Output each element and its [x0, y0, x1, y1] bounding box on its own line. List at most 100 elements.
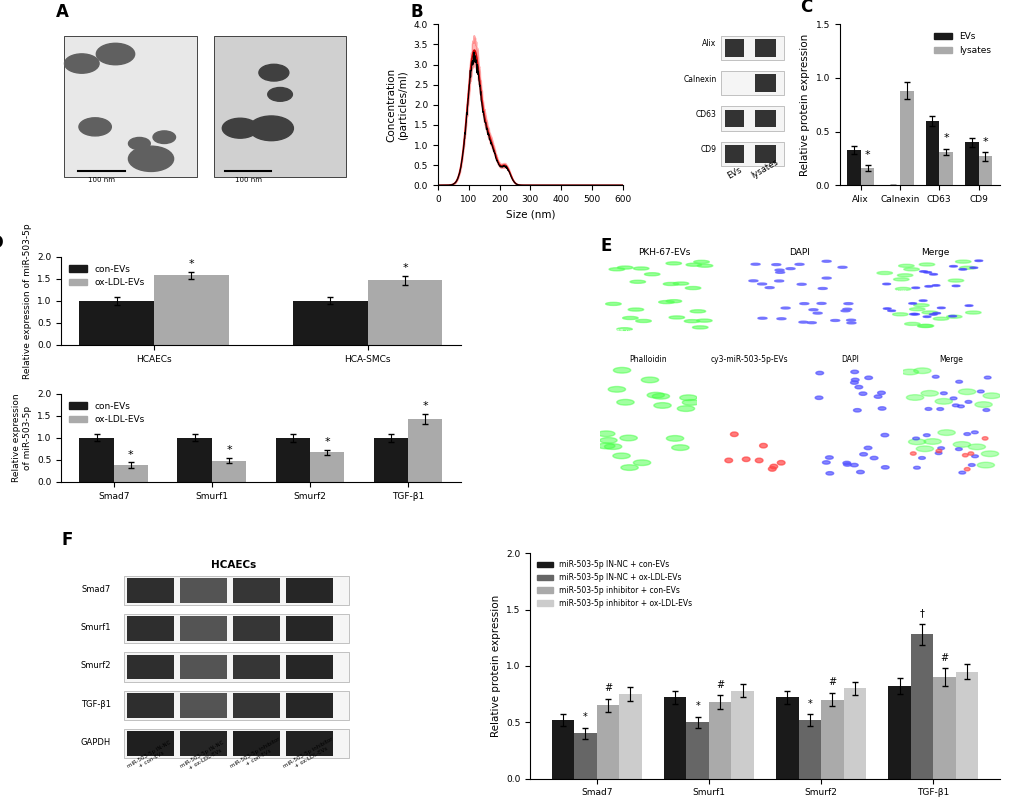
Title: PKH-67-EVs: PKH-67-EVs — [638, 247, 690, 256]
Bar — [310, 453, 344, 482]
Legend: miR-503-5p IN-NC + con-EVs, miR-503-5p IN-NC + ox-LDL-EVs, miR-503-5p inhibitor : miR-503-5p IN-NC + con-EVs, miR-503-5p I… — [534, 557, 694, 611]
Circle shape — [742, 457, 749, 461]
Circle shape — [967, 452, 973, 455]
Legend: EVs, lysates: EVs, lysates — [929, 29, 995, 58]
Ellipse shape — [948, 315, 956, 317]
Title: DAPI: DAPI — [841, 355, 859, 364]
Ellipse shape — [936, 408, 943, 410]
Ellipse shape — [748, 280, 757, 281]
Ellipse shape — [864, 376, 871, 380]
Ellipse shape — [931, 375, 938, 378]
Ellipse shape — [794, 264, 803, 265]
Title: cy3-miR-503-5p-EVs: cy3-miR-503-5p-EVs — [710, 355, 788, 364]
Ellipse shape — [693, 260, 708, 264]
Ellipse shape — [616, 266, 633, 269]
Ellipse shape — [651, 393, 668, 399]
Ellipse shape — [843, 303, 852, 305]
Ellipse shape — [850, 381, 857, 384]
FancyBboxPatch shape — [754, 145, 775, 163]
Ellipse shape — [644, 272, 659, 276]
FancyBboxPatch shape — [126, 693, 173, 718]
Ellipse shape — [965, 311, 980, 314]
FancyBboxPatch shape — [123, 652, 348, 682]
Text: A: A — [55, 3, 68, 21]
Ellipse shape — [898, 264, 913, 268]
Ellipse shape — [967, 444, 984, 449]
Ellipse shape — [633, 460, 650, 466]
Bar — [820, 700, 843, 779]
Ellipse shape — [918, 263, 933, 266]
Ellipse shape — [597, 431, 614, 436]
Bar — [924, 121, 938, 185]
Ellipse shape — [877, 407, 886, 410]
Text: *: * — [864, 149, 869, 160]
Y-axis label: Concentration
(particles/ml): Concentration (particles/ml) — [386, 68, 408, 142]
Ellipse shape — [958, 471, 965, 474]
FancyBboxPatch shape — [286, 654, 333, 680]
Ellipse shape — [976, 390, 983, 393]
Ellipse shape — [974, 401, 991, 407]
FancyBboxPatch shape — [123, 729, 348, 758]
Ellipse shape — [842, 461, 850, 465]
Ellipse shape — [797, 283, 805, 285]
Circle shape — [910, 452, 915, 455]
Ellipse shape — [653, 402, 671, 408]
Ellipse shape — [621, 465, 638, 470]
Ellipse shape — [974, 260, 981, 261]
Ellipse shape — [841, 310, 849, 311]
Circle shape — [981, 436, 987, 440]
Ellipse shape — [913, 368, 930, 374]
FancyBboxPatch shape — [123, 576, 348, 605]
Title: DAPI: DAPI — [789, 247, 809, 256]
Text: miR-503-5p inhibitor
+ con-EVs: miR-503-5p inhibitor + con-EVs — [229, 736, 283, 774]
Circle shape — [776, 461, 785, 465]
Text: 25 μm: 25 μm — [607, 476, 625, 481]
Text: B: B — [410, 3, 422, 21]
Text: 25 μm: 25 μm — [809, 414, 826, 420]
Text: 25 μm: 25 μm — [615, 329, 636, 334]
Title: Merge: Merge — [938, 355, 963, 364]
Ellipse shape — [607, 387, 625, 393]
Ellipse shape — [665, 299, 681, 303]
FancyBboxPatch shape — [126, 732, 173, 756]
FancyBboxPatch shape — [123, 691, 348, 720]
Ellipse shape — [869, 457, 877, 460]
Ellipse shape — [950, 397, 956, 400]
Text: 25 μm: 25 μm — [886, 329, 906, 334]
Circle shape — [78, 118, 111, 136]
Ellipse shape — [873, 395, 881, 398]
Text: lysates: lysates — [749, 158, 780, 180]
FancyBboxPatch shape — [720, 71, 783, 95]
Ellipse shape — [641, 377, 658, 383]
Ellipse shape — [923, 439, 941, 444]
Ellipse shape — [964, 305, 972, 307]
Text: Alix: Alix — [701, 39, 715, 48]
FancyBboxPatch shape — [754, 75, 775, 92]
FancyBboxPatch shape — [126, 616, 173, 642]
Bar — [708, 702, 731, 779]
Circle shape — [935, 449, 941, 453]
Ellipse shape — [673, 282, 688, 285]
Circle shape — [128, 146, 173, 171]
Ellipse shape — [876, 272, 892, 275]
Ellipse shape — [982, 409, 988, 411]
Ellipse shape — [936, 307, 945, 309]
Circle shape — [767, 466, 775, 471]
Circle shape — [249, 116, 293, 140]
Circle shape — [128, 137, 150, 149]
Bar — [899, 91, 913, 185]
Ellipse shape — [913, 466, 919, 469]
Ellipse shape — [959, 266, 974, 269]
Ellipse shape — [918, 457, 924, 459]
Text: Smurf2: Smurf2 — [81, 662, 111, 671]
Ellipse shape — [934, 452, 942, 455]
Text: *: * — [226, 445, 231, 456]
Legend: con-EVs, ox-LDL-EVs: con-EVs, ox-LDL-EVs — [65, 261, 149, 291]
Bar — [408, 419, 442, 482]
FancyBboxPatch shape — [180, 578, 227, 603]
FancyBboxPatch shape — [720, 142, 783, 166]
Ellipse shape — [597, 443, 614, 448]
Text: CD9: CD9 — [700, 145, 715, 154]
Text: *: * — [128, 450, 133, 460]
Ellipse shape — [982, 393, 1000, 398]
